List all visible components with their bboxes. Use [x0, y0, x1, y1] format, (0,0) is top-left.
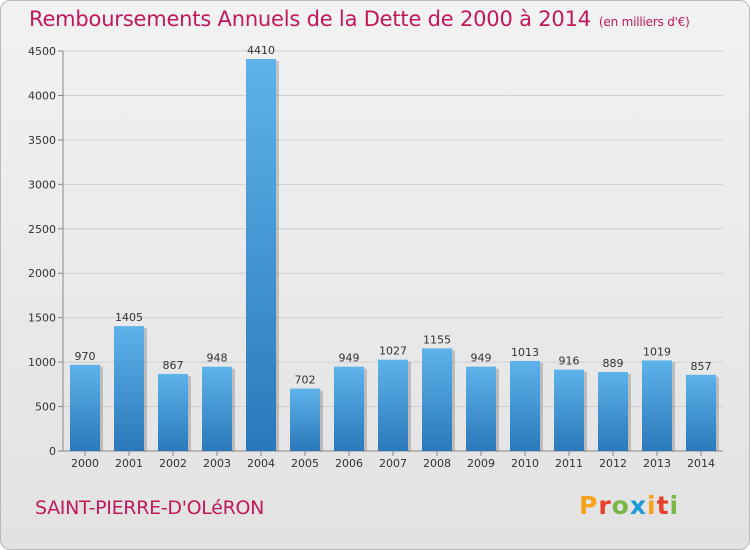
x-tick-label: 2006 — [335, 457, 363, 470]
y-tick-label: 4000 — [28, 89, 56, 102]
chart-title: Remboursements Annuels de la Dette de 20… — [29, 7, 690, 31]
x-tick-label: 2007 — [379, 457, 407, 470]
bar — [290, 388, 320, 451]
bar — [202, 366, 232, 451]
y-tick-label: 2000 — [28, 267, 56, 280]
bar — [598, 371, 628, 451]
bar-value-label: 857 — [691, 360, 712, 373]
chart-unit: (en milliers d'€) — [598, 15, 690, 29]
bar — [642, 360, 672, 451]
y-tick-label: 1000 — [28, 356, 56, 369]
bar-value-label: 702 — [295, 374, 316, 387]
bar-value-label: 1027 — [379, 345, 407, 358]
x-tick-label: 2013 — [643, 457, 671, 470]
x-tick-label: 2002 — [159, 457, 187, 470]
bar-value-label: 916 — [559, 355, 580, 368]
bar-value-label: 4410 — [247, 44, 275, 57]
bar-value-label: 889 — [603, 357, 624, 370]
x-tick-label: 2009 — [467, 457, 495, 470]
bar — [466, 366, 496, 451]
chart-title-text: Remboursements Annuels de la Dette de 20… — [29, 7, 591, 31]
bar — [158, 373, 188, 451]
y-tick-label: 0 — [49, 445, 56, 458]
y-tick-label: 3000 — [28, 178, 56, 191]
bar — [334, 366, 364, 451]
x-tick-label: 2012 — [599, 457, 627, 470]
x-tick-label: 2004 — [247, 457, 275, 470]
x-tick-label: 2010 — [511, 457, 539, 470]
bar — [246, 59, 276, 451]
bar-value-label: 949 — [471, 352, 492, 365]
bar — [510, 360, 540, 451]
town-name: SAINT-PIERRE-D'OLéRON — [35, 497, 265, 519]
x-tick-label: 2005 — [291, 457, 319, 470]
x-tick-label: 2014 — [687, 457, 715, 470]
bar — [422, 348, 452, 451]
y-tick-label: 1500 — [28, 312, 56, 325]
y-tick-label: 4500 — [28, 45, 56, 58]
bar-value-label: 970 — [75, 350, 96, 363]
x-tick-label: 2001 — [115, 457, 143, 470]
bar-value-label: 948 — [207, 352, 228, 365]
y-tick-label: 500 — [35, 401, 56, 414]
bar — [114, 326, 144, 451]
bar — [70, 364, 100, 451]
x-tick-label: 2003 — [203, 457, 231, 470]
bar-value-label: 949 — [339, 352, 360, 365]
bar-value-label: 1019 — [643, 345, 671, 358]
bars: 970 1405 867 948 4410 702 949 1027 1155 949 1013 91… — [70, 44, 719, 451]
x-tick-label: 2000 — [71, 457, 99, 470]
bar-value-label: 1405 — [115, 311, 143, 324]
bar-value-label: 1013 — [511, 346, 539, 359]
y-tick-label: 2500 — [28, 223, 56, 236]
bar-value-label: 1155 — [423, 333, 451, 346]
y-tick-label: 3500 — [28, 134, 56, 147]
bar — [686, 374, 716, 451]
x-axis-ticks: 2000 2001 2002 2003 2004 2005 2006 2007 2008 2009… — [71, 451, 715, 470]
x-tick-label: 2008 — [423, 457, 451, 470]
bar — [378, 359, 408, 451]
bar — [554, 369, 584, 451]
bar-value-label: 867 — [163, 359, 184, 372]
x-tick-label: 2011 — [555, 457, 583, 470]
proxiti-logo: Proxiti — [579, 491, 680, 520]
